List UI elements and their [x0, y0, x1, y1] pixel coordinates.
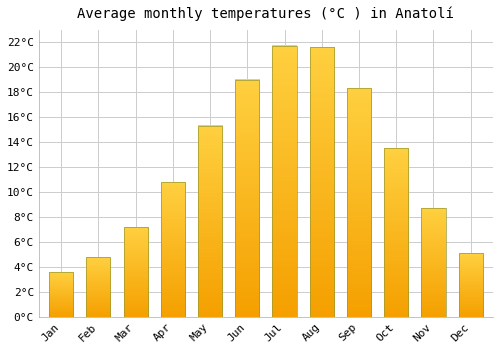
Bar: [384, 148, 408, 317]
Bar: [235, 79, 260, 317]
Bar: [422, 208, 446, 317]
Bar: [160, 182, 185, 317]
Bar: [49, 272, 73, 317]
Bar: [86, 257, 110, 317]
Bar: [198, 126, 222, 317]
Title: Average monthly temperatures (°C ) in Anatolí: Average monthly temperatures (°C ) in An…: [78, 7, 454, 21]
Bar: [458, 253, 483, 317]
Bar: [272, 46, 296, 317]
Bar: [310, 47, 334, 317]
Bar: [347, 88, 371, 317]
Bar: [124, 227, 148, 317]
